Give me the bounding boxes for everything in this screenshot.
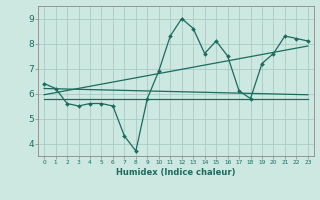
X-axis label: Humidex (Indice chaleur): Humidex (Indice chaleur)	[116, 168, 236, 177]
